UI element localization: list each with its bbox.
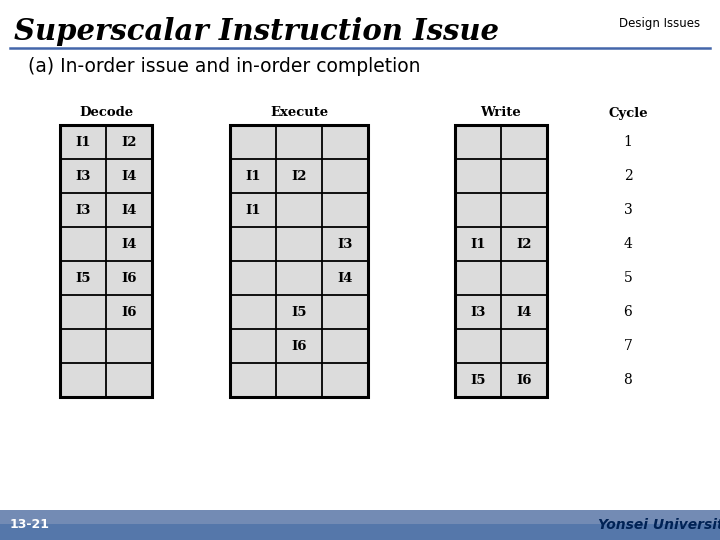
Text: Write: Write [481, 106, 521, 119]
Text: I3: I3 [470, 306, 486, 319]
Text: 7: 7 [624, 339, 632, 353]
Text: 4: 4 [624, 237, 632, 251]
Text: I6: I6 [121, 272, 137, 285]
Text: Decode: Decode [79, 106, 133, 119]
Text: Superscalar Instruction Issue: Superscalar Instruction Issue [14, 17, 499, 46]
Text: I4: I4 [121, 170, 137, 183]
Text: I4: I4 [121, 204, 137, 217]
Text: I1: I1 [470, 238, 486, 251]
Bar [455, 125, 547, 397]
Text: I5: I5 [292, 306, 307, 319]
Text: (a) In-order issue and in-order completion: (a) In-order issue and in-order completi… [28, 57, 420, 77]
Text: I4: I4 [121, 238, 137, 251]
Text: Design Issues: Design Issues [619, 17, 700, 30]
Text: I1: I1 [76, 136, 91, 148]
Text: 1: 1 [624, 135, 632, 149]
Text: I4: I4 [516, 306, 532, 319]
Text: I2: I2 [121, 136, 137, 148]
Text: 2: 2 [624, 169, 632, 183]
Text: I5: I5 [76, 272, 91, 285]
Bar [0, 510, 720, 523]
Text: 6: 6 [624, 305, 632, 319]
Text: I2: I2 [516, 238, 532, 251]
Text: I6: I6 [292, 340, 307, 353]
Text: 5: 5 [624, 271, 632, 285]
Text: I4: I4 [337, 272, 353, 285]
Text: 3: 3 [624, 203, 632, 217]
Text: I6: I6 [121, 306, 137, 319]
Text: I3: I3 [337, 238, 353, 251]
Bar [60, 125, 152, 397]
Text: Yonsei University: Yonsei University [598, 518, 720, 532]
Bar [0, 510, 720, 540]
Text: I1: I1 [246, 170, 261, 183]
Text: I6: I6 [516, 374, 532, 387]
Text: Cycle: Cycle [608, 106, 648, 119]
Text: I1: I1 [246, 204, 261, 217]
Text: I5: I5 [470, 374, 486, 387]
Text: I2: I2 [292, 170, 307, 183]
Text: I3: I3 [76, 170, 91, 183]
Text: 8: 8 [624, 373, 632, 387]
Text: Execute: Execute [270, 106, 328, 119]
Text: 13-21: 13-21 [10, 518, 50, 531]
Bar [230, 125, 368, 397]
Text: I3: I3 [76, 204, 91, 217]
